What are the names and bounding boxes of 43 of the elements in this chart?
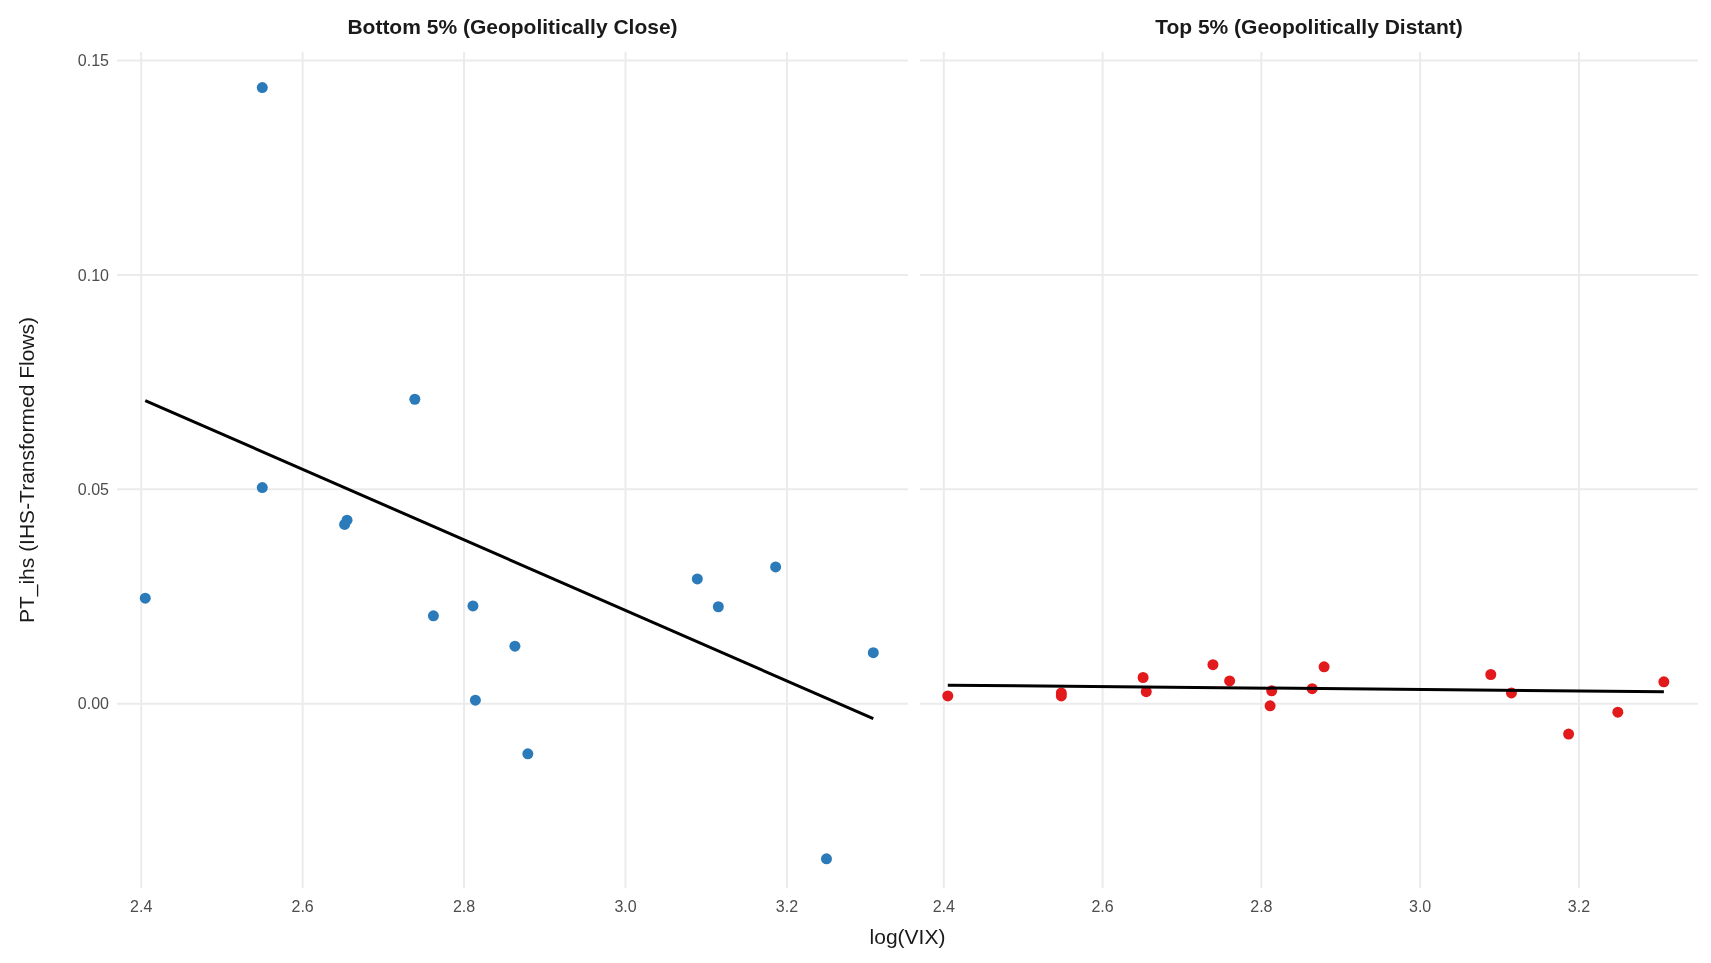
point: [820, 853, 832, 865]
point: [509, 640, 521, 652]
point: [1207, 659, 1219, 671]
point: [409, 393, 421, 405]
point: [1137, 672, 1149, 683]
x-tick-label: 2.4: [130, 898, 153, 915]
point: [691, 573, 703, 585]
point: [469, 694, 481, 706]
y-tick-label: 0.15: [77, 52, 110, 70]
point: [1264, 700, 1276, 712]
point: [341, 514, 353, 526]
x-axis-title: log(VIX): [869, 925, 946, 948]
y-tick-label: 0.00: [77, 695, 110, 713]
point: [770, 561, 782, 573]
point: [427, 610, 439, 622]
x-tick-label: 3.2: [775, 898, 799, 915]
y-tick-label: 0.10: [77, 266, 110, 284]
chart-title: Top 5% (Geopolitically Distant): [1155, 15, 1463, 38]
point: [1224, 675, 1236, 687]
point: [1658, 676, 1670, 688]
point: [1485, 669, 1497, 680]
chart-title: Bottom 5% (Geopolitically Close): [347, 15, 678, 38]
x-tick-label: 3.2: [1567, 898, 1591, 915]
point: [1563, 728, 1575, 740]
x-tick-label: 2.6: [291, 898, 314, 915]
point: [1612, 706, 1624, 718]
point: [712, 601, 724, 613]
point: [256, 482, 268, 494]
x-tick-label: 3.0: [614, 898, 637, 915]
point: [522, 748, 534, 760]
x-tick-label: 3.0: [1409, 898, 1432, 915]
x-tick-label: 2.6: [1091, 898, 1114, 915]
y-tick-label: 0.05: [77, 480, 110, 498]
point: [467, 600, 479, 612]
x-tick-label: 2.8: [452, 898, 476, 915]
x-tick-label: 2.8: [1250, 898, 1273, 915]
point: [1318, 661, 1330, 673]
point: [139, 592, 151, 604]
x-tick-label: 2.4: [932, 898, 956, 915]
y-axis-title: PT_ihs (IHS-Transformed Flows): [15, 316, 39, 624]
point: [867, 647, 879, 659]
point: [256, 82, 268, 94]
point: [942, 690, 954, 702]
